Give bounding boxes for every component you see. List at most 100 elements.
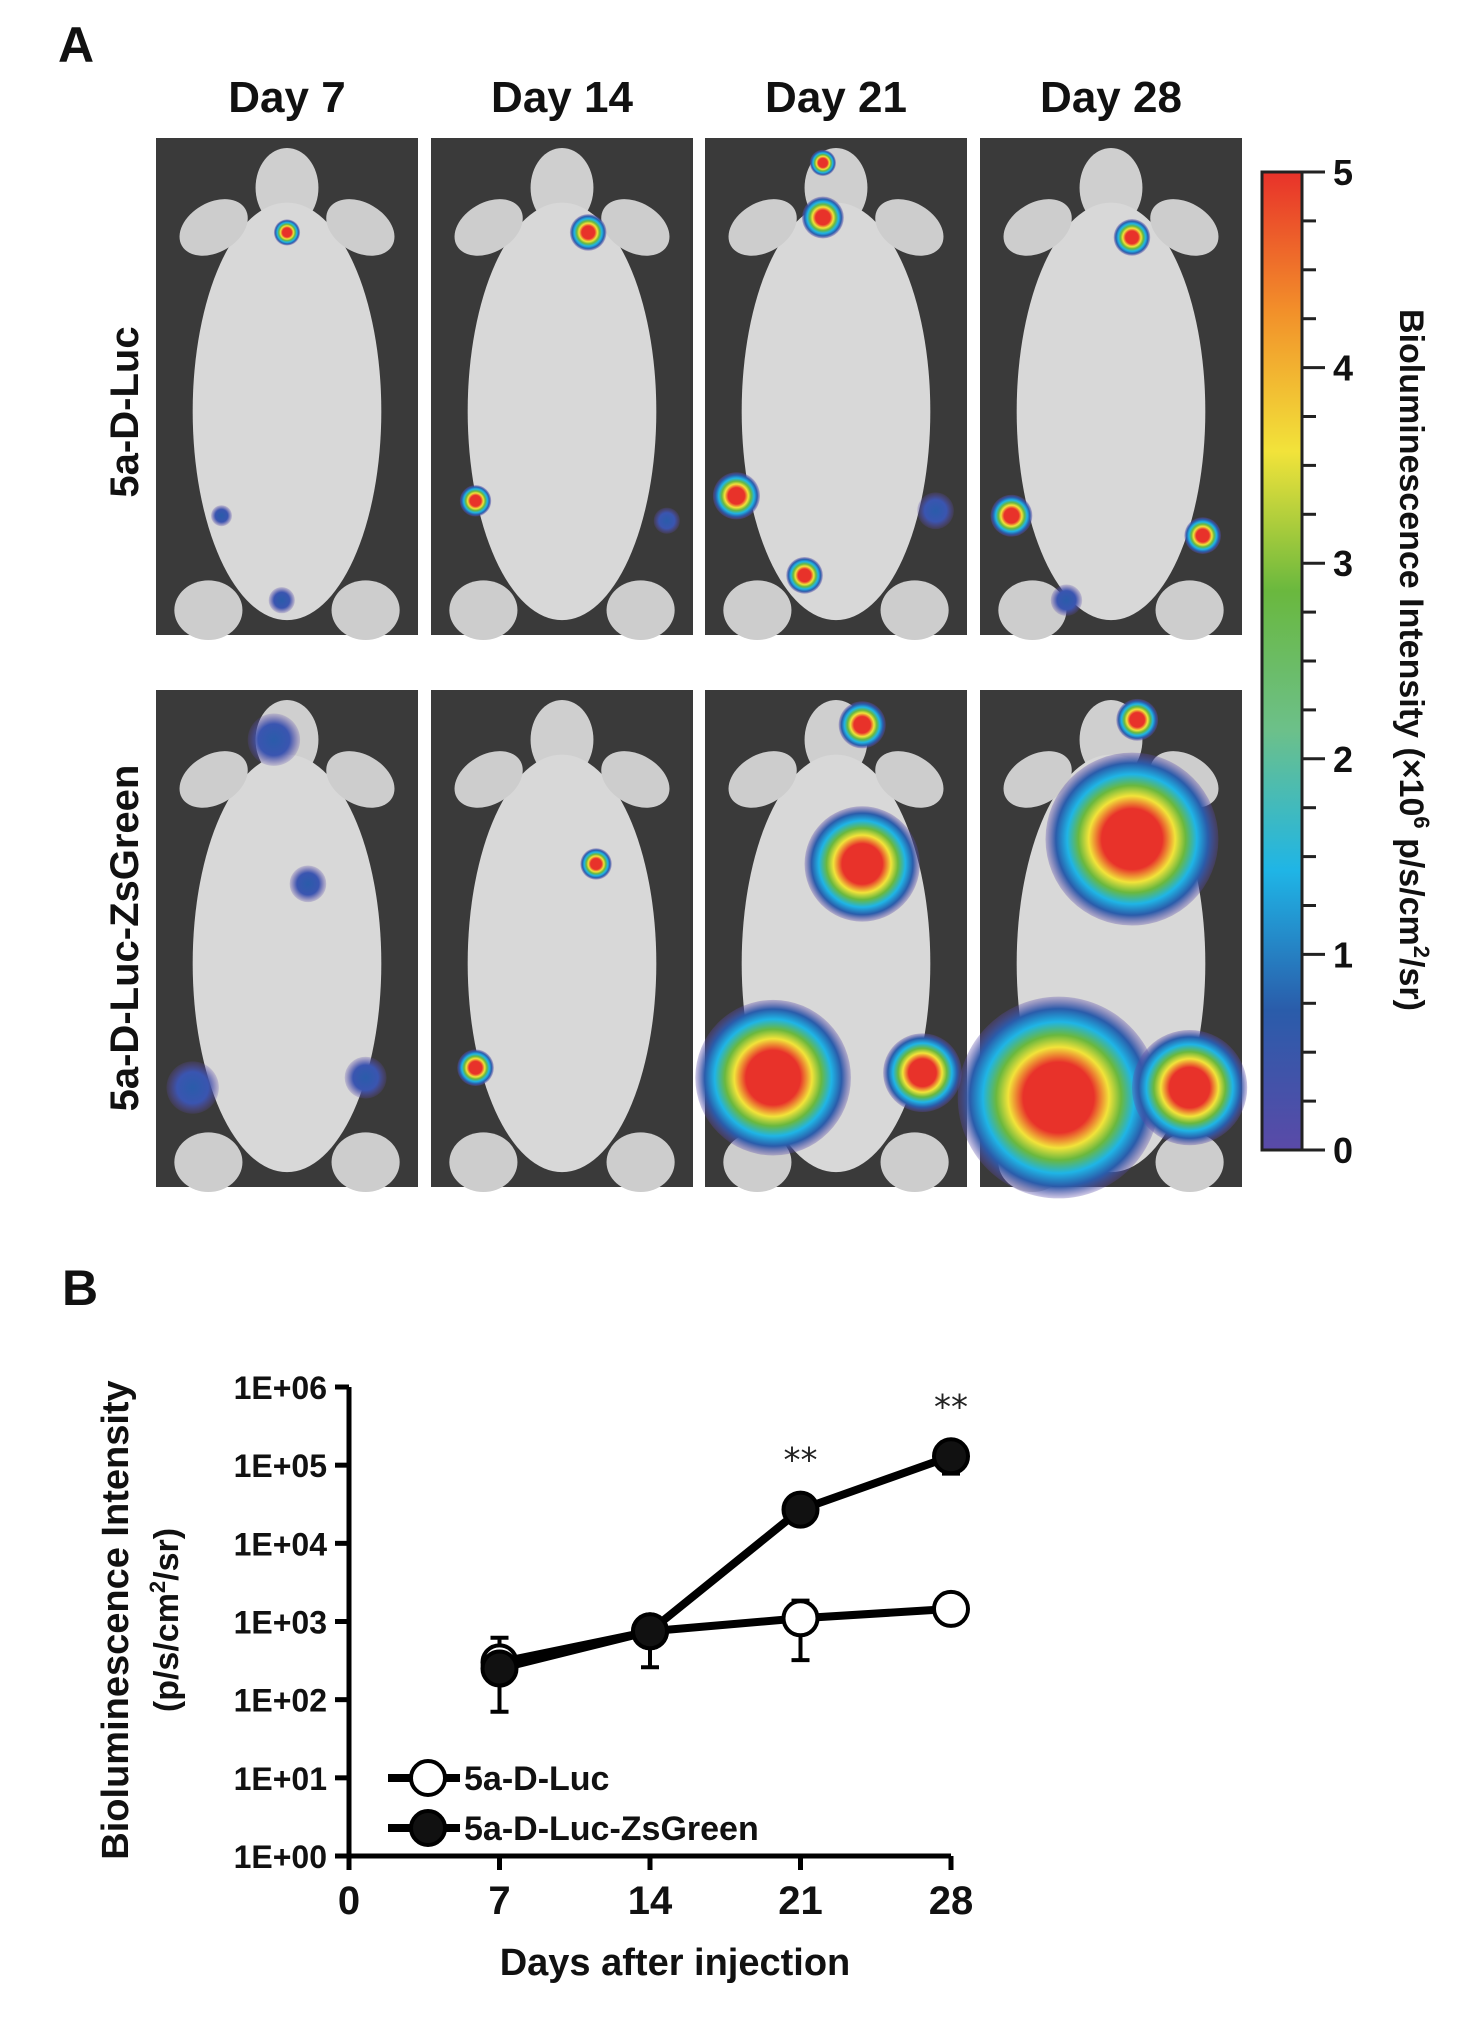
mouse-hindlimb [174, 1132, 243, 1192]
bioluminescence-signal [1184, 517, 1222, 554]
column-label: Day 14 [491, 73, 633, 122]
mouse-hindlimb [449, 580, 518, 640]
x-axis-label: Days after injection [500, 1942, 851, 1984]
mouse-hindlimb [1155, 580, 1224, 640]
mouse-forelimb [326, 199, 395, 256]
mouse-hindlimb [331, 580, 400, 640]
bioluminescence-signal [653, 507, 680, 534]
bioluminescence-signal [344, 1056, 387, 1099]
bioluminescence-signal [917, 492, 954, 530]
y-tick-label: 1E+05 [234, 1448, 327, 1484]
colorbar-tick-label: 0 [1333, 1130, 1353, 1171]
bioluminescence-signal [273, 219, 301, 246]
series-line [498, 1452, 953, 1673]
mouse-hindlimb [331, 1132, 400, 1192]
legend-label: 5a-D-Luc-ZsGreen [464, 1810, 759, 1848]
bioluminescence-signal [695, 999, 851, 1156]
mouse-forelimb [601, 199, 670, 256]
row-label-2: 5a-D-Luc-ZsGreen [103, 765, 147, 1112]
mouse-hindlimb [606, 580, 675, 640]
y-tick-label: 1E+04 [234, 1526, 328, 1562]
mouse-forelimb [728, 199, 797, 256]
mouse-body [467, 202, 657, 621]
mouse-hindlimb [880, 1132, 949, 1192]
mouse-hindlimb [723, 580, 792, 640]
bioluminescence-signal [1131, 1029, 1248, 1146]
mouse-hindlimb [1155, 1132, 1224, 1192]
significance-marker: ** [784, 1441, 818, 1481]
bioluminescence-signal [1113, 219, 1151, 256]
bioluminescence-signal [990, 494, 1033, 537]
data-point [932, 1589, 970, 1628]
mouse-forelimb [875, 199, 944, 256]
mouse-body [741, 202, 931, 621]
row-label-1: 5a-D-Luc [103, 326, 147, 497]
legend-marker [409, 1809, 447, 1847]
data-point [781, 1599, 820, 1638]
mouse-hindlimb [449, 1132, 518, 1192]
colorbar [1260, 170, 1304, 1152]
bioluminescence-signal [804, 806, 920, 922]
y-tick-label: 1E+01 [234, 1761, 327, 1797]
y-tick-label: 1E+03 [234, 1605, 327, 1641]
bioluminescence-signal [457, 1049, 494, 1087]
bioluminescence-signal [289, 865, 327, 903]
bioluminescence-signal [459, 485, 492, 517]
y-tick-label: 1E+02 [234, 1683, 327, 1719]
legend-marker [409, 1759, 447, 1797]
mouse-image [156, 690, 418, 1192]
colorbar-tick-label: 2 [1333, 739, 1353, 780]
panel-a-label: A [58, 17, 94, 73]
data-point [781, 1490, 820, 1529]
mouse-forelimb [179, 199, 248, 256]
bioluminescence-signal [801, 196, 844, 239]
colorbar-tick-label: 4 [1333, 348, 1353, 389]
bioluminescence-signal [786, 557, 823, 594]
bioluminescence-signal [211, 505, 232, 527]
mouse-forelimb [875, 751, 944, 808]
mouse-hindlimb [880, 580, 949, 640]
mouse-body [192, 754, 382, 1173]
significance-marker: ** [934, 1387, 968, 1427]
mouse-hindlimb [174, 580, 243, 640]
y-tick-label: 1E+06 [234, 1370, 327, 1406]
colorbar-tick-label: 5 [1333, 152, 1353, 193]
mouse-image [980, 138, 1242, 640]
y-axis-label: Bioluminescence Intensity [95, 1380, 137, 1859]
mouse-image [431, 138, 693, 640]
bioluminescence-signal [1116, 698, 1159, 741]
column-label: Day 28 [1040, 73, 1182, 122]
mouse-forelimb [454, 199, 523, 256]
colorbar-title: Bioluminescence Intensity (×106 p/s/cm2/… [1392, 309, 1434, 1011]
colorbar-tick-label: 3 [1333, 543, 1353, 584]
mouse-forelimb [179, 751, 248, 808]
mouse-forelimb [728, 751, 797, 808]
x-tick-label: 14 [628, 1879, 673, 1923]
mouse-forelimb [1003, 751, 1072, 808]
bioluminescence-signal [1050, 584, 1083, 616]
bioluminescence-signal [838, 701, 886, 749]
data-point [932, 1437, 970, 1476]
panel-b-label: B [62, 1260, 98, 1316]
x-tick-label: 7 [488, 1879, 510, 1923]
column-label: Day 21 [765, 73, 907, 122]
bioluminescence-signal [1045, 752, 1219, 926]
mouse-image [957, 690, 1248, 1199]
y-axis-unit: (p/s/cm2/sr) [145, 1528, 186, 1712]
mouse-image [705, 138, 967, 640]
x-tick-label: 28 [929, 1879, 974, 1923]
mouse-body [192, 202, 382, 621]
mouse-forelimb [326, 751, 395, 808]
bioluminescence-signal [247, 713, 301, 766]
mouse-body [1016, 202, 1206, 621]
mouse-forelimb [454, 751, 523, 808]
bioluminescence-signal [268, 587, 295, 614]
y-tick-label: 1E+00 [234, 1839, 327, 1875]
x-tick-label: 21 [778, 1879, 823, 1923]
mouse-forelimb [601, 751, 670, 808]
bioluminescence-signal [166, 1061, 219, 1114]
mouse-hindlimb [998, 580, 1067, 640]
mouse-image [695, 690, 967, 1192]
bioluminescence-signal [569, 214, 607, 251]
